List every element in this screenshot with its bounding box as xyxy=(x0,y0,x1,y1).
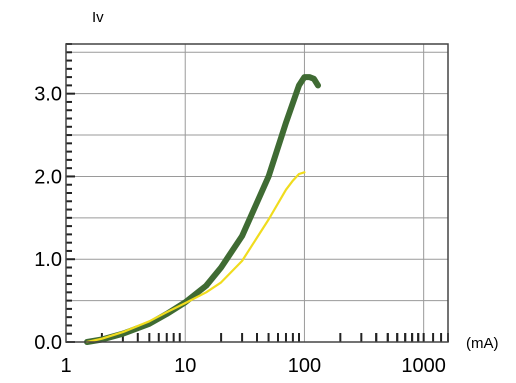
x-tick-label: 1000 xyxy=(401,355,446,377)
minor-ticks xyxy=(66,43,449,343)
x-tick-label: 100 xyxy=(288,355,321,377)
x-tick-label: 10 xyxy=(174,355,196,377)
series-line-2 xyxy=(85,171,306,344)
grid xyxy=(66,44,448,342)
series-layer xyxy=(84,74,321,345)
series-line-1 xyxy=(84,74,321,345)
y-axis-title: Iv xyxy=(92,9,104,26)
y-tick-label: 0.0 xyxy=(34,332,62,354)
x-tick-label: 1 xyxy=(60,355,71,377)
plot-frame xyxy=(65,43,449,343)
y-tick-label: 1.0 xyxy=(34,249,62,271)
x-axis-title: (mA) xyxy=(466,335,499,352)
y-tick-label: 2.0 xyxy=(34,166,62,188)
y-tick-label: 3.0 xyxy=(34,84,62,106)
tick-labels: 1 10 100 1000 0.0 1.0 2.0 3.0 xyxy=(34,84,446,377)
